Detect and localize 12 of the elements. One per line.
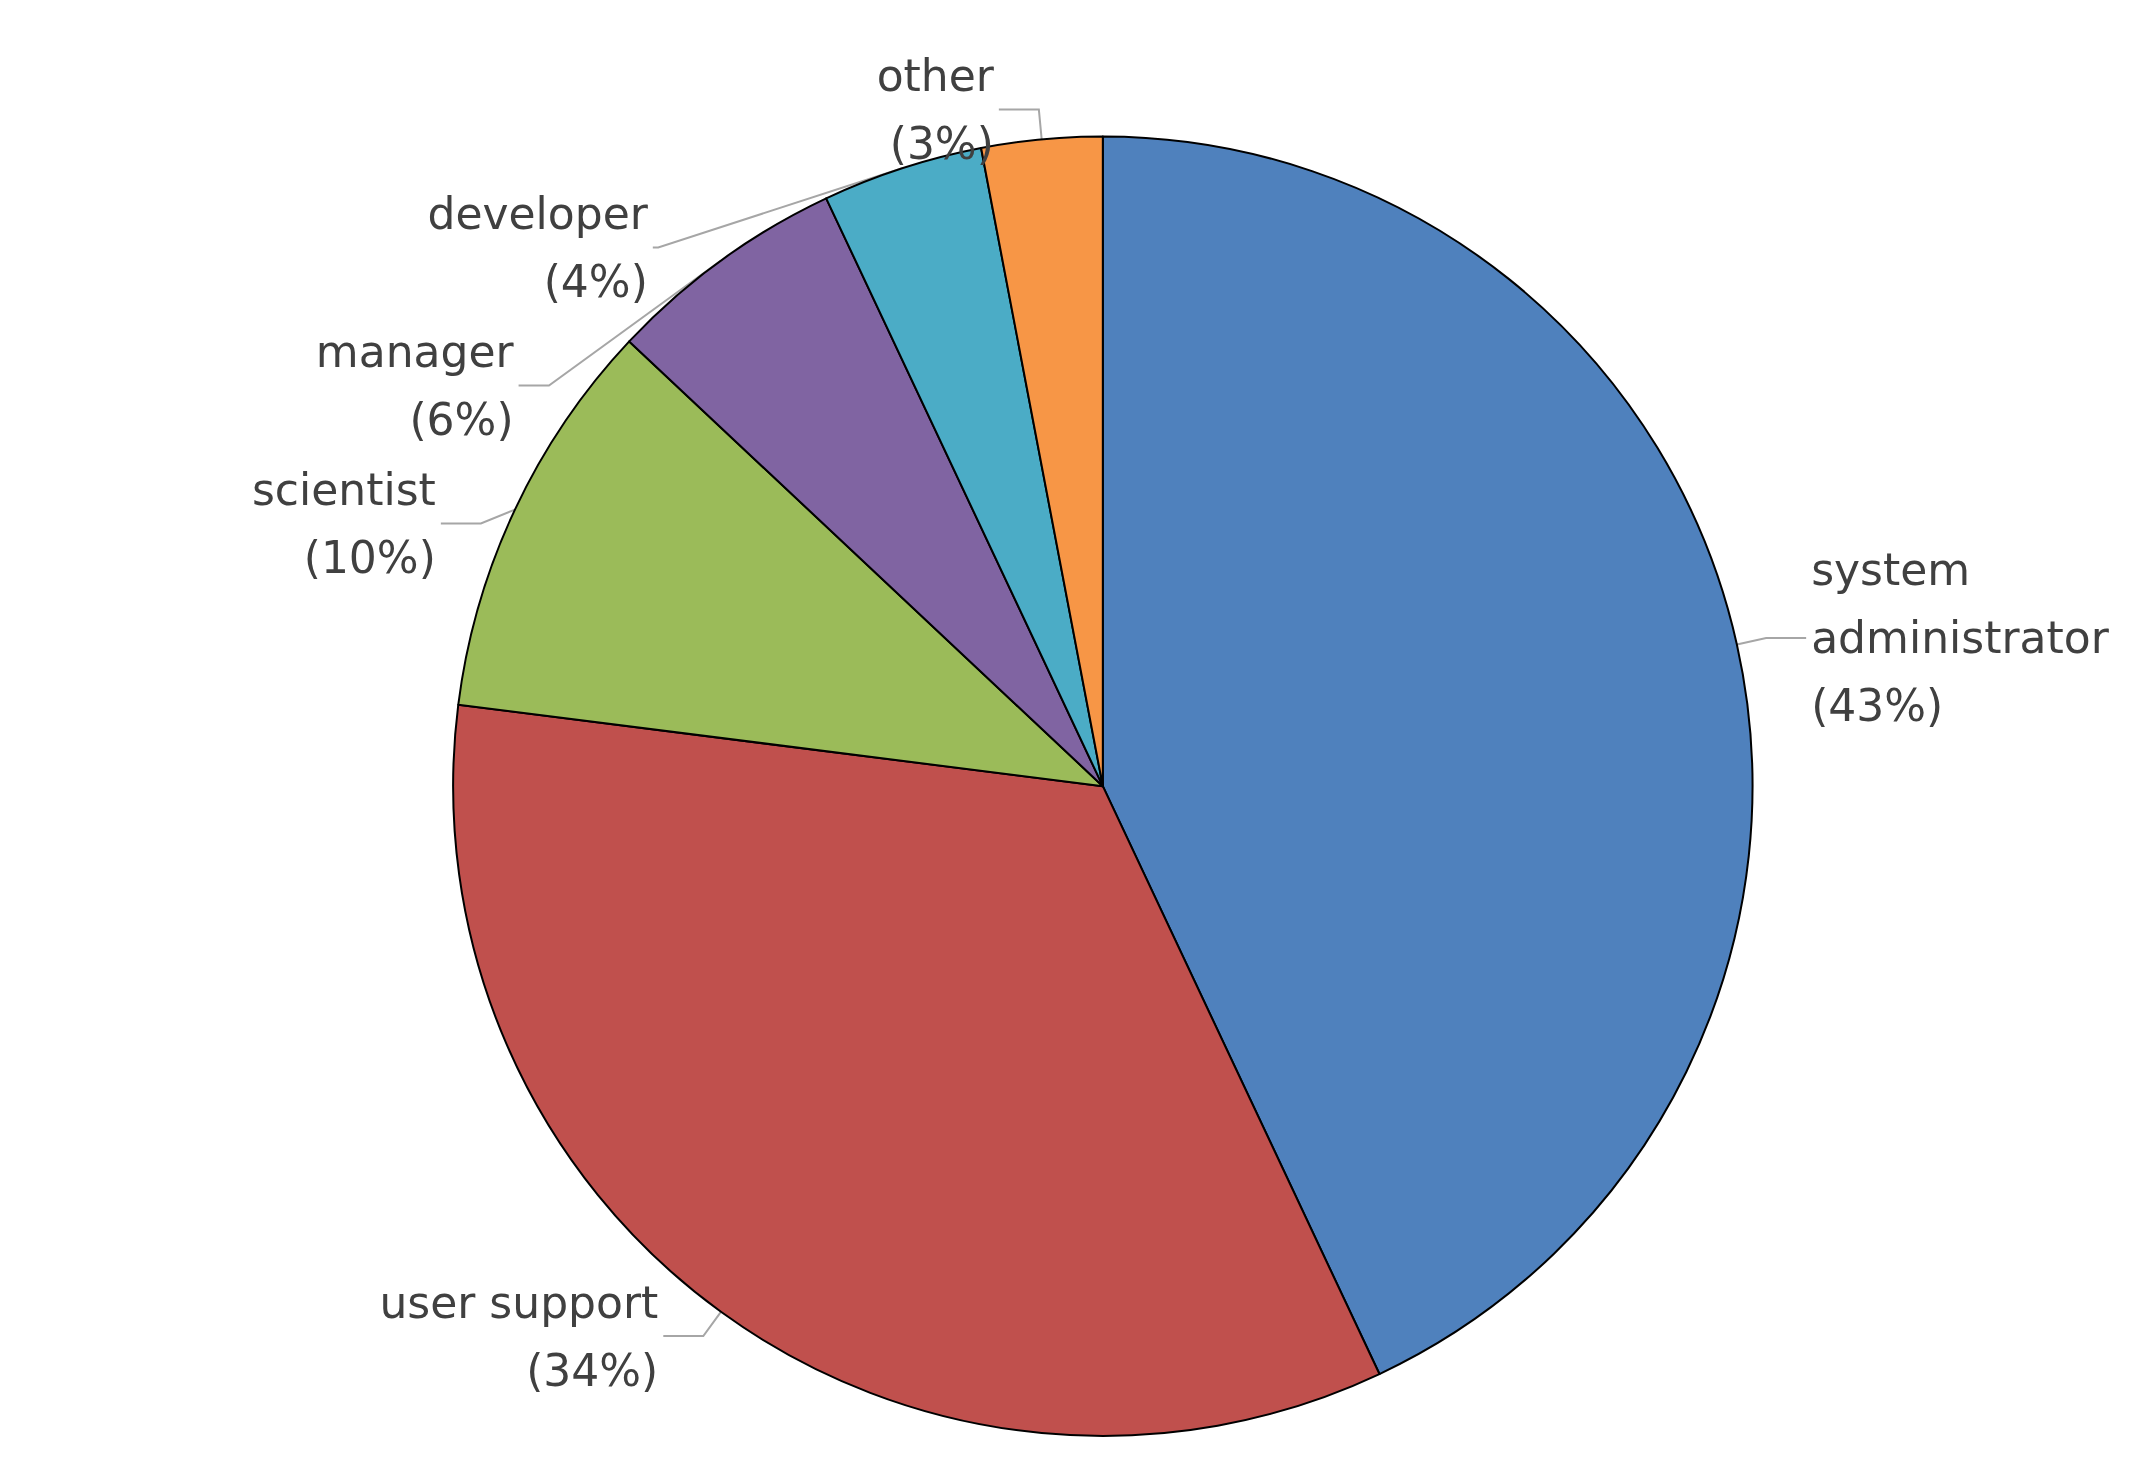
- slice-label: scientist: [251, 464, 436, 515]
- data-label: (4%): [543, 256, 648, 307]
- data-label: (43%): [1811, 680, 1944, 732]
- slice-label: user support: [379, 1276, 659, 1328]
- data-label: (3%): [889, 118, 994, 169]
- slice-label: system administrator: [1811, 544, 2110, 664]
- data-label: (6%): [409, 394, 514, 445]
- slice-label: other: [876, 50, 995, 101]
- data-label: (10%): [303, 532, 436, 583]
- slice-label: developer: [427, 188, 649, 239]
- data-label: (34%): [526, 1344, 659, 1396]
- slice-label: manager: [315, 326, 515, 377]
